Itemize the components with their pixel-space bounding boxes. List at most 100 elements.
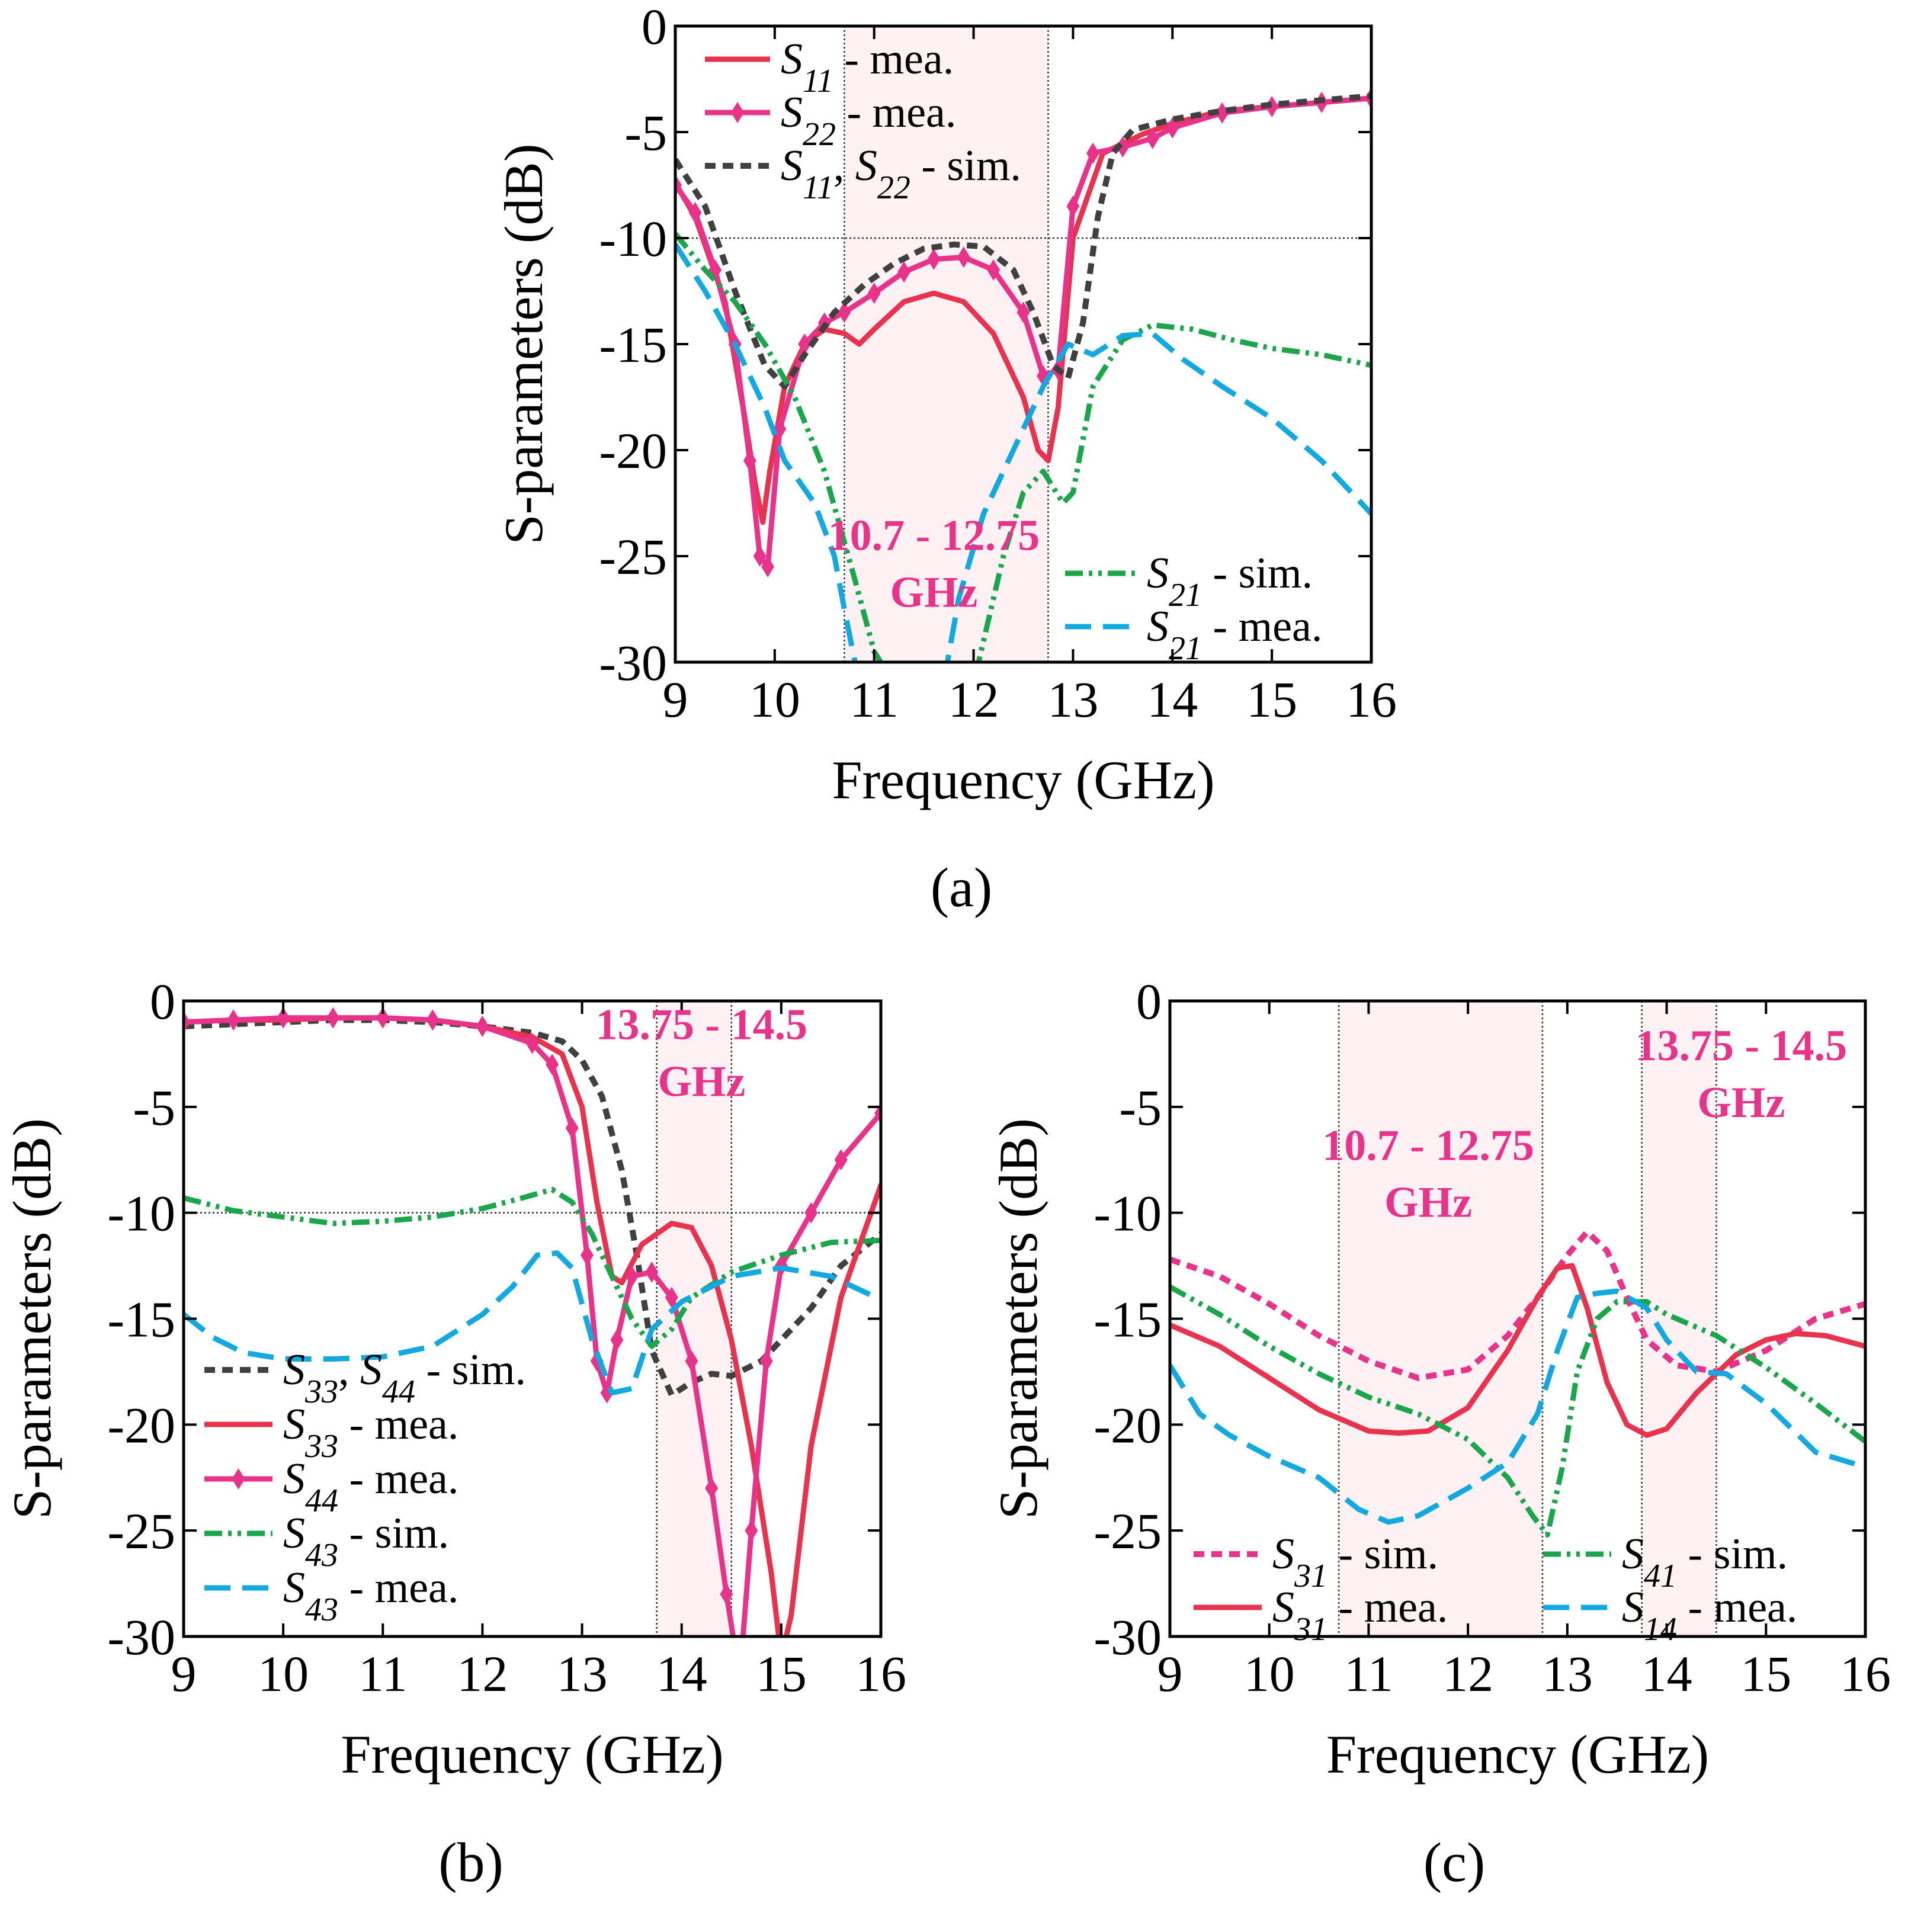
series-line-s33-mea- xyxy=(184,1015,881,1636)
series-marker xyxy=(897,261,911,283)
y-tick-label: -5 xyxy=(1119,1079,1162,1136)
legend: S41 - sim.S14 - mea. xyxy=(1543,1530,1797,1648)
x-tick-label: 11 xyxy=(358,1645,408,1702)
band-label-unit: GHz xyxy=(1384,1178,1472,1227)
series-line-s43-sim- xyxy=(184,1186,881,1349)
series-marker xyxy=(625,1265,639,1287)
series-line-s21-mea- xyxy=(675,243,1371,662)
y-tick-label: -15 xyxy=(599,316,667,373)
x-tick-label: 14 xyxy=(1641,1645,1692,1702)
legend-label: S21 - mea. xyxy=(1147,602,1322,667)
series-marker xyxy=(761,556,775,577)
y-tick-label: -10 xyxy=(107,1185,175,1242)
x-tick-label: 13 xyxy=(1542,1645,1593,1702)
series-marker xyxy=(838,301,851,323)
series-line-s21-sim- xyxy=(675,232,1371,662)
y-tick-label: 0 xyxy=(150,973,175,1030)
x-tick-label: 10 xyxy=(258,1645,309,1702)
legend-label: S11 - mea. xyxy=(781,35,954,100)
series-marker xyxy=(1016,301,1030,323)
x-tick-label: 9 xyxy=(171,1645,197,1702)
series-marker xyxy=(277,1007,290,1029)
series-marker xyxy=(610,1329,624,1351)
series-marker xyxy=(804,1202,818,1224)
series-marker xyxy=(580,1244,594,1266)
series-marker xyxy=(753,545,767,567)
y-tick-label: -15 xyxy=(107,1291,175,1348)
legend-label: S31 - sim. xyxy=(1272,1530,1438,1594)
legend-label: S43 - mea. xyxy=(283,1564,458,1628)
series-marker xyxy=(227,1009,240,1031)
series-marker xyxy=(565,1117,579,1139)
legend-marker xyxy=(731,102,744,123)
series-marker xyxy=(927,248,941,270)
legend-label: S43 - sim. xyxy=(283,1509,449,1574)
y-axis-label: S-parameters (dB) xyxy=(988,1118,1048,1519)
legend: S31 - sim.S31 - mea. xyxy=(1194,1530,1448,1648)
series-group xyxy=(1170,1228,1865,1538)
y-tick-label: -5 xyxy=(133,1079,175,1136)
y-tick-label: -30 xyxy=(1094,1609,1162,1665)
legend: S21 - sim.S21 - mea. xyxy=(1065,549,1322,667)
y-tick-label: -20 xyxy=(1094,1397,1162,1453)
band-label-unit: GHz xyxy=(890,568,977,617)
series-group xyxy=(675,87,1371,662)
band-label: 10.7 - 12.75 xyxy=(828,511,1040,560)
legend-marker xyxy=(232,1468,245,1490)
legend-label: S14 - mea. xyxy=(1622,1583,1797,1648)
series-line-s14-mea- xyxy=(1170,1288,1865,1525)
x-tick-label: 13 xyxy=(557,1645,608,1702)
frequency-band-shade xyxy=(1339,1001,1543,1636)
x-tick-label: 15 xyxy=(1246,671,1297,728)
chart-b: 9 10 11 12 13 14 15 16 0 -5 -10 -15 -20 -25 -30 Frequen… xyxy=(2,973,906,1894)
series-marker xyxy=(525,1032,539,1054)
band-label: 13.75 - 14.5 xyxy=(596,1000,808,1049)
x-tick-label: 14 xyxy=(656,1645,707,1702)
x-tick-label: 16 xyxy=(1346,671,1397,728)
series-marker xyxy=(1066,195,1080,217)
series-marker xyxy=(743,450,756,471)
subfigure-caption: (c) xyxy=(1423,1832,1485,1894)
y-tick-label: -25 xyxy=(599,528,667,585)
series-marker xyxy=(798,333,812,355)
y-axis-label: S-parameters (dB) xyxy=(2,1118,62,1519)
chart-c: 9 10 11 12 13 14 15 16 0 -5 -10 -15 -20 -25 -30 Frequen… xyxy=(988,973,1891,1894)
series-marker xyxy=(645,1261,659,1283)
y-tick-label: -5 xyxy=(624,104,667,161)
subfigure-caption: (a) xyxy=(931,857,992,919)
x-tick-label: 10 xyxy=(749,671,800,728)
x-tick-label: 13 xyxy=(1047,671,1098,728)
x-tick-label: 11 xyxy=(1344,1645,1393,1702)
legend-label: S21 - sim. xyxy=(1147,549,1313,614)
x-tick-label: 14 xyxy=(1147,671,1198,728)
x-tick-label: 11 xyxy=(849,671,899,728)
series-marker xyxy=(326,1007,340,1029)
series-marker xyxy=(705,1477,719,1499)
series-marker xyxy=(476,1015,489,1037)
x-axis-label: Frequency (GHz) xyxy=(341,1724,723,1785)
legend: S33, S44 - sim.S33 - mea.S44 - mea.S43 -… xyxy=(204,1346,526,1628)
x-tick-label: 12 xyxy=(457,1645,508,1702)
x-tick-label: 9 xyxy=(1157,1645,1183,1702)
y-tick-label: -25 xyxy=(1094,1503,1162,1559)
series-line-s41-sim- xyxy=(1170,1284,1865,1538)
series-marker xyxy=(426,1009,440,1031)
series-marker xyxy=(759,1350,773,1372)
band-label: 13.75 - 14.5 xyxy=(1636,1022,1848,1070)
legend-label: S33 - mea. xyxy=(283,1400,458,1465)
y-tick-label: -25 xyxy=(107,1503,175,1559)
series-marker xyxy=(1166,117,1179,139)
y-tick-label: -20 xyxy=(107,1397,175,1453)
series-line-s22-mea- xyxy=(675,95,1371,570)
x-tick-label: 12 xyxy=(1442,1645,1493,1702)
x-axis-label: Frequency (GHz) xyxy=(832,750,1214,810)
x-tick-label: 15 xyxy=(1740,1645,1791,1702)
band-label: 10.7 - 12.75 xyxy=(1322,1121,1534,1170)
series-marker xyxy=(688,202,702,224)
series-marker xyxy=(685,1350,698,1372)
series-line-s44-mea- xyxy=(184,1015,881,1636)
band-label-unit: GHz xyxy=(658,1057,745,1106)
legend: S11 - mea.S22 - mea.S11, S22 - sim. xyxy=(705,35,1021,206)
series-marker xyxy=(1216,102,1229,124)
